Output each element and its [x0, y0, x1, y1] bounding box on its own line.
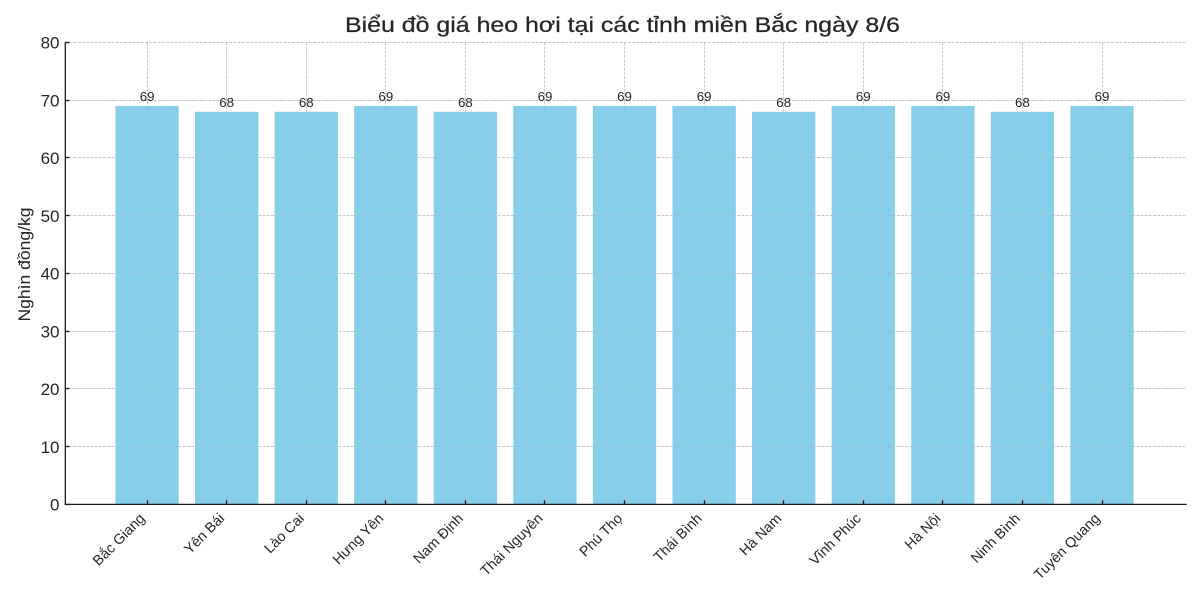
svg-text:69: 69: [538, 89, 553, 104]
svg-text:0: 0: [50, 496, 59, 515]
svg-text:69: 69: [935, 89, 950, 104]
svg-text:69: 69: [697, 89, 712, 104]
svg-text:69: 69: [140, 89, 155, 104]
svg-text:10: 10: [41, 438, 60, 457]
svg-text:69: 69: [617, 89, 632, 104]
svg-text:68: 68: [1015, 95, 1030, 110]
svg-text:40: 40: [41, 265, 60, 284]
svg-text:70: 70: [41, 91, 60, 110]
svg-text:60: 60: [41, 149, 60, 168]
svg-text:50: 50: [41, 207, 60, 226]
svg-text:Nghìn đồng/kg: Nghìn đồng/kg: [15, 208, 34, 322]
svg-text:69: 69: [856, 89, 871, 104]
svg-text:68: 68: [776, 95, 791, 110]
svg-text:68: 68: [458, 95, 473, 110]
svg-text:30: 30: [41, 322, 60, 341]
svg-text:80: 80: [41, 34, 60, 53]
svg-text:20: 20: [41, 380, 60, 399]
svg-text:68: 68: [219, 95, 234, 110]
svg-text:69: 69: [1095, 89, 1110, 104]
svg-text:Biểu đồ giá heo hơi tại các tỉ: Biểu đồ giá heo hơi tại các tỉnh miền Bắ…: [345, 14, 900, 37]
svg-text:68: 68: [299, 95, 314, 110]
svg-text:69: 69: [378, 89, 393, 104]
